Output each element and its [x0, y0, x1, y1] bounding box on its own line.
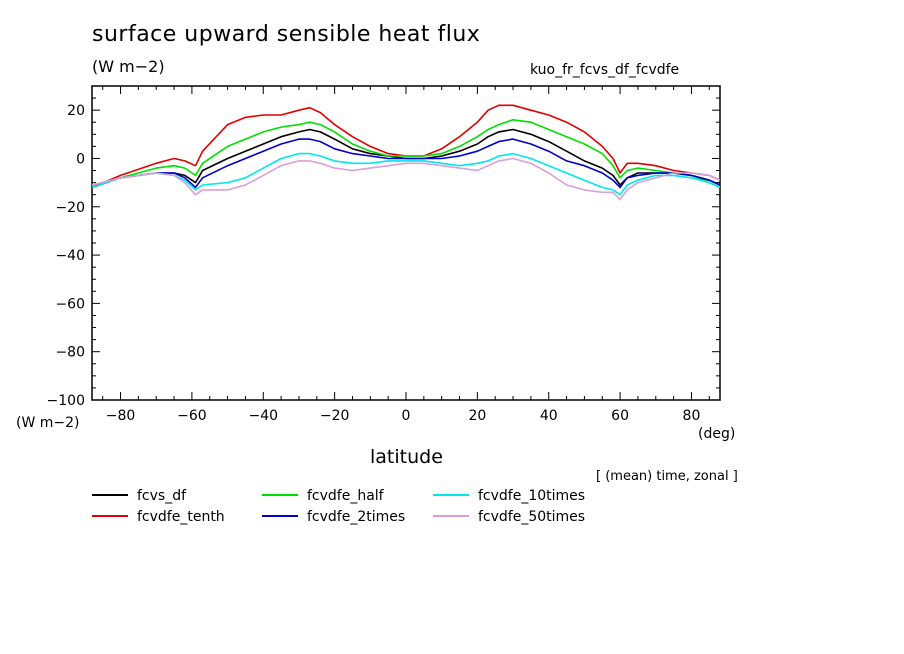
y-tick-label: −80 [55, 345, 85, 361]
y-tick-label: −100 [47, 393, 85, 409]
series-line-fcvdfe_tenth [91, 104, 721, 189]
x-tick-label: −20 [320, 408, 350, 424]
chart-subtitle-units: (W m−2) [92, 57, 165, 76]
series-line-fcvdfe_50times [91, 157, 721, 201]
series-line-fcvdfe_2times [91, 138, 721, 189]
x-tick-label: 40 [540, 408, 558, 424]
run-name-label: kuo_fr_fcvs_df_fcvdfe [530, 62, 680, 78]
x-tick-label: −40 [248, 408, 278, 424]
legend-label-fcvdfe_tenth: fcvdfe_tenth [137, 509, 225, 525]
legend-label-fcvdfe_10times: fcvdfe_10times [478, 488, 585, 504]
y-axis-units-label: (W m−2) [16, 415, 80, 431]
x-tick-label: 0 [402, 408, 411, 424]
x-tick-label: 80 [683, 408, 701, 424]
plot-frame [91, 85, 721, 401]
series-line-fcvdfe_half [91, 119, 721, 189]
x-tick-label: −60 [177, 408, 207, 424]
plot-area [91, 85, 721, 401]
series-line-fcvdfe_10times [91, 152, 721, 196]
x-tick-label: 60 [611, 408, 629, 424]
x-tick-label: −80 [106, 408, 136, 424]
x-tick-label: 20 [468, 408, 486, 424]
series-lines [91, 104, 721, 201]
y-tick-label: −40 [55, 248, 85, 264]
axis-ticks: −80 −60 −40 −20 0 20 40 60 80 20 0 −20 −40 −60 −80 −100 [47, 85, 720, 424]
y-tick-label: −20 [55, 200, 85, 216]
chart-title: surface upward sensible heat flux [92, 22, 481, 47]
legend-label-fcvdfe_2times: fcvdfe_2times [307, 509, 405, 525]
legend-label-fcvdfe_50times: fcvdfe_50times [478, 509, 585, 525]
y-tick-label: 0 [76, 151, 85, 167]
legend-label-fcvdfe_half: fcvdfe_half [307, 488, 385, 504]
x-axis-title: latitude [370, 446, 443, 468]
legend: fcvs_df fcvdfe_tenth fcvdfe_half fcvdfe_2ti… [92, 488, 585, 525]
y-tick-label: 20 [67, 103, 85, 119]
y-tick-label: −60 [55, 296, 85, 312]
x-axis-units-label: (deg) [698, 426, 736, 442]
legend-label-fcvs_df: fcvs_df [137, 488, 187, 504]
averaging-note: [ (mean) time, zonal ] [596, 469, 738, 484]
